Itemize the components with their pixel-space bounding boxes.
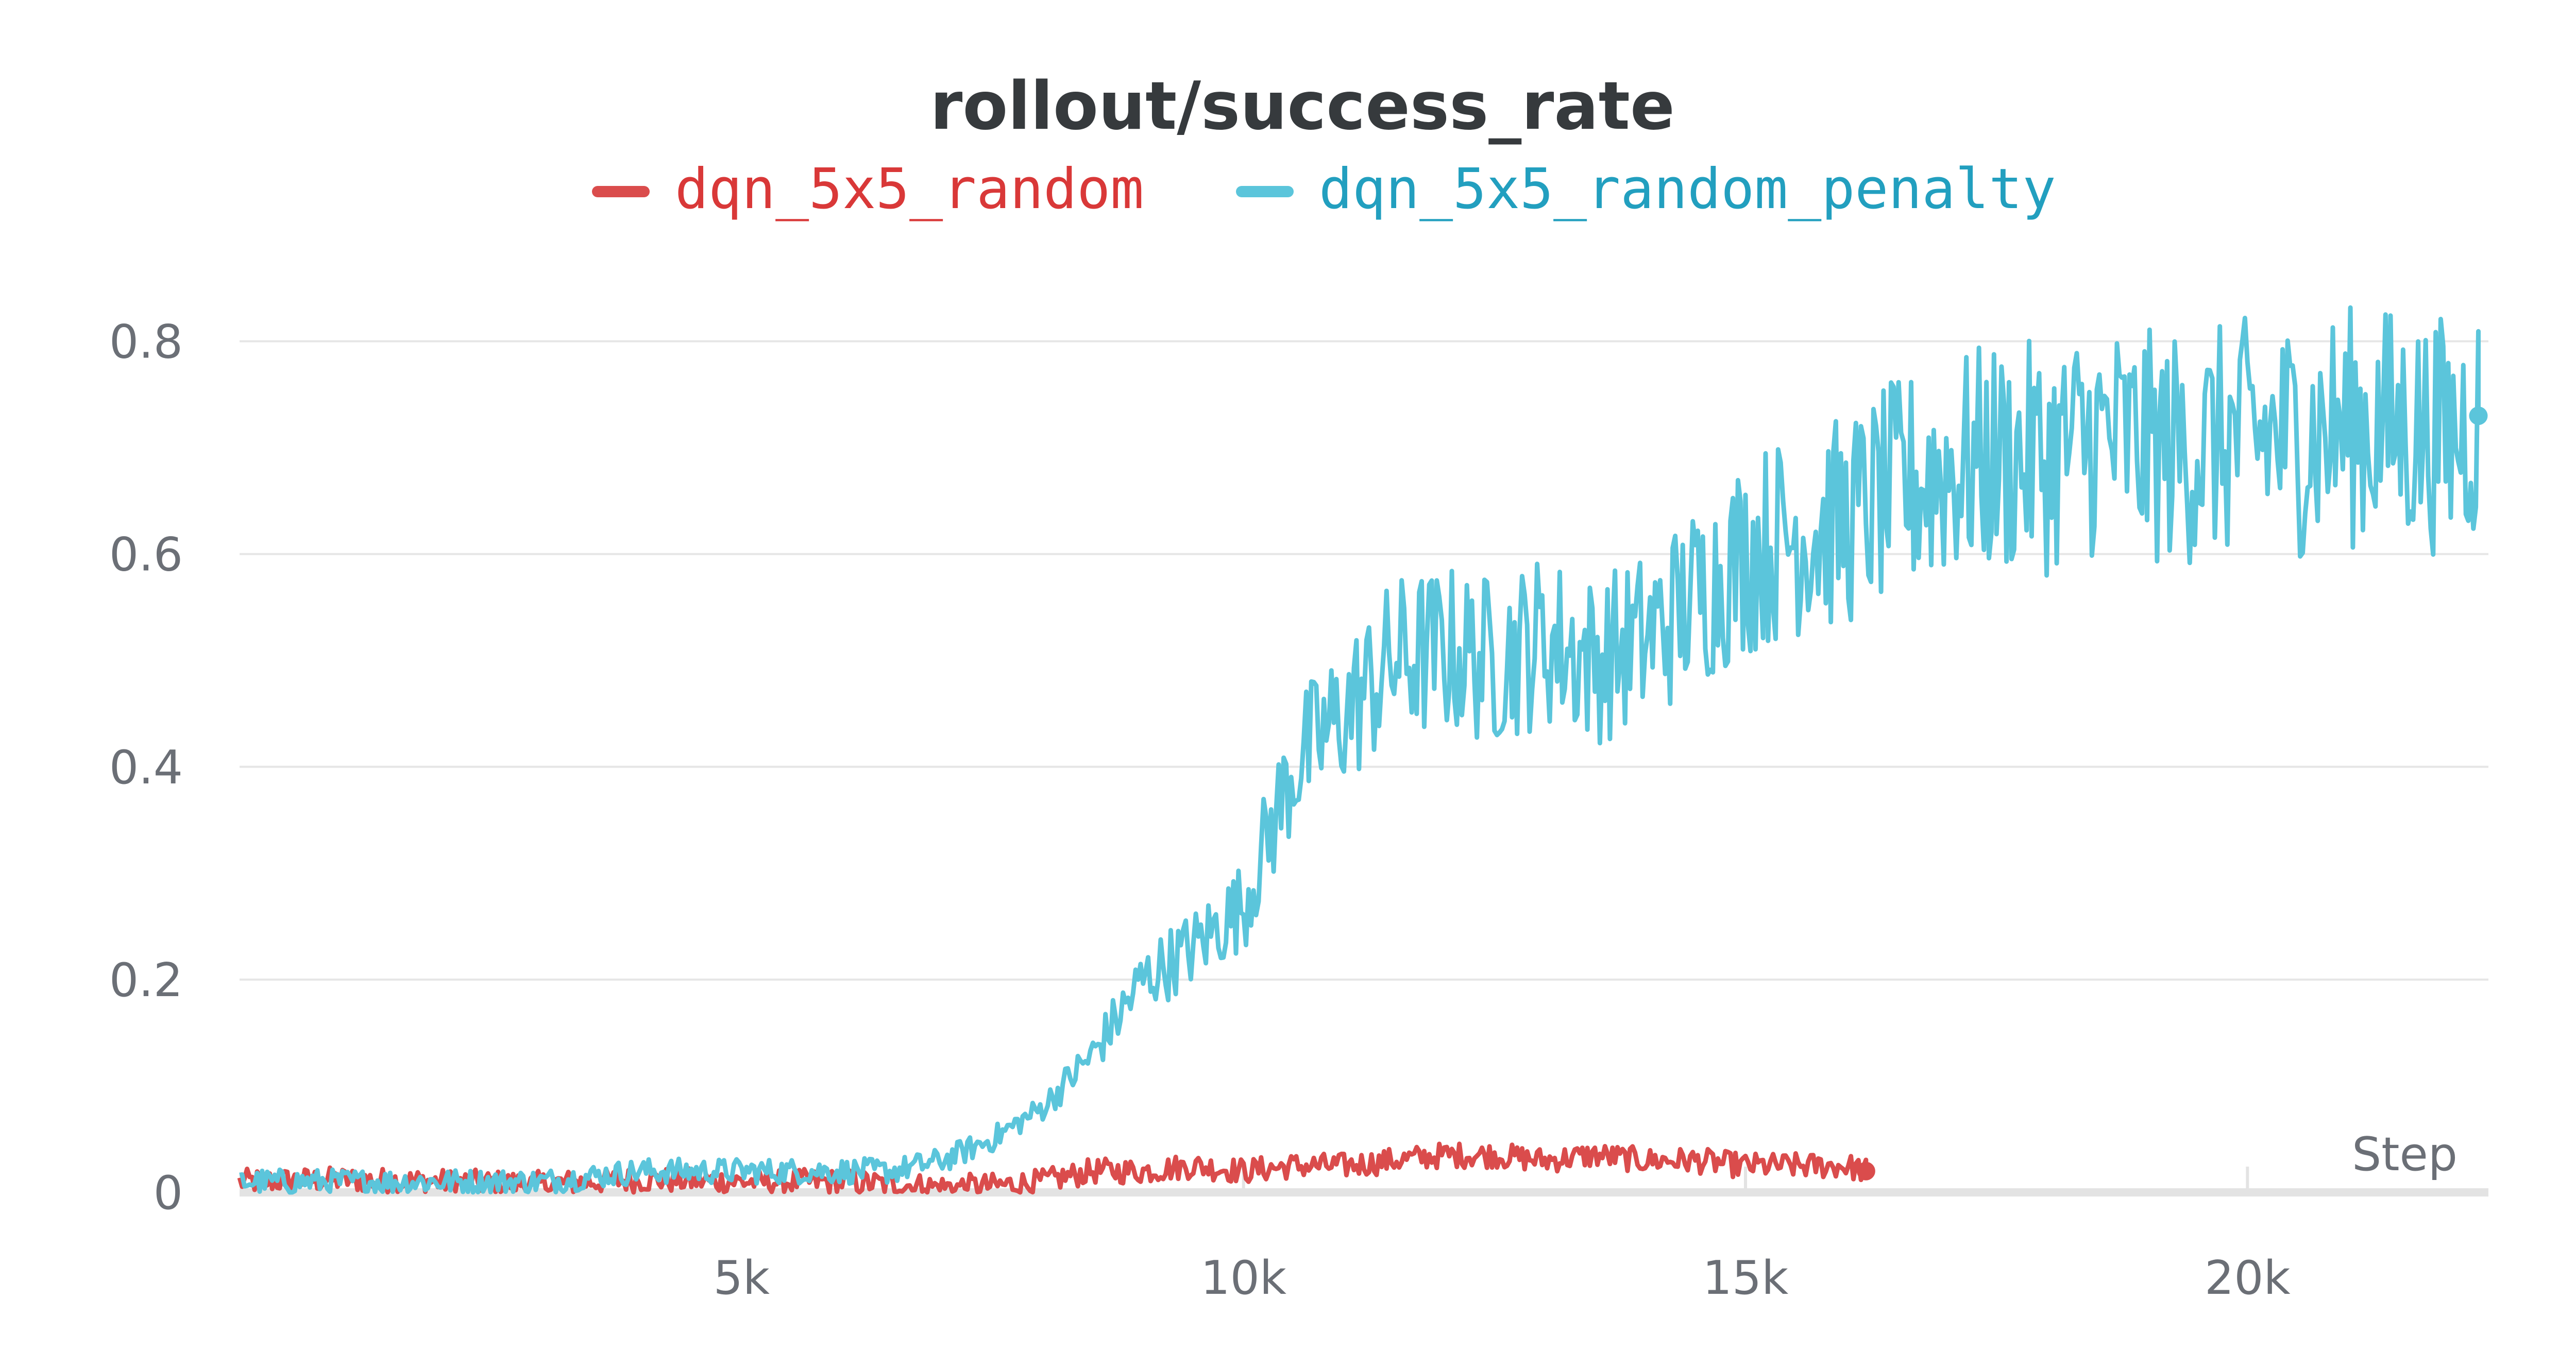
series-end-marker-2	[2469, 406, 2488, 425]
grid	[240, 340, 2488, 981]
legend-item-series-2[interactable]: dqn_5x5_random_penalty	[1236, 157, 2056, 221]
y-tick-label-4: 0.8	[109, 315, 183, 369]
legend: dqn_5x5_random dqn_5x5_random_penalty	[592, 157, 2056, 221]
legend-item-series-1[interactable]: dqn_5x5_random	[592, 157, 1144, 221]
x-tick-label-0: 5k	[714, 1251, 770, 1305]
y-tick-label-3: 0.6	[109, 528, 183, 582]
series-end-marker-1	[1856, 1161, 1875, 1181]
y-tick-label-1: 0.2	[109, 953, 183, 1007]
x-axis: 5k 10k 15k 20k	[240, 1167, 2488, 1305]
x-tick-label-1: 10k	[1200, 1251, 1286, 1305]
x-axis-label: Step	[2352, 1127, 2458, 1182]
legend-label-series-1: dqn_5x5_random	[675, 157, 1144, 221]
y-axis: 0 0.2 0.4 0.6 0.8	[109, 315, 183, 1220]
series-line-2	[239, 305, 2481, 1195]
x-tick-label-2: 15k	[1703, 1251, 1789, 1305]
plot-area	[237, 305, 2488, 1195]
legend-label-series-2: dqn_5x5_random_penalty	[1319, 157, 2056, 221]
chart-title: rollout/success_rate	[930, 68, 1675, 145]
y-tick-label-0: 0	[154, 1166, 183, 1220]
x-tick-label-3: 20k	[2205, 1251, 2291, 1305]
y-tick-label-2: 0.4	[109, 741, 183, 795]
